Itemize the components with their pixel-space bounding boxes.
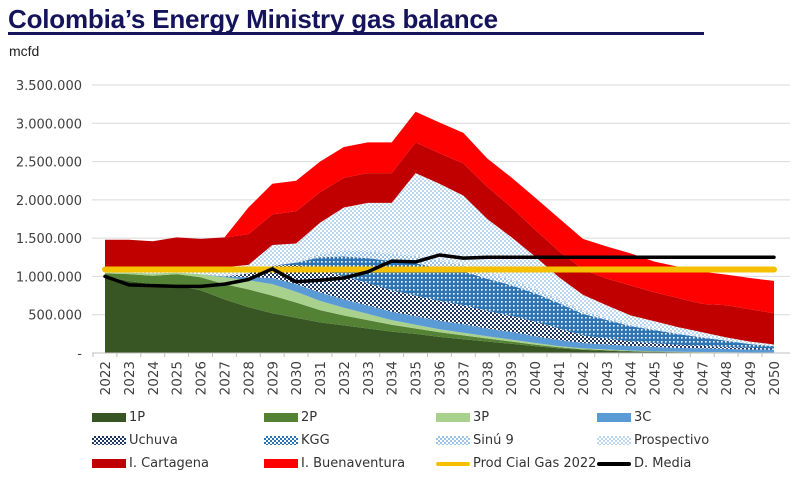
- legend-swatch: [597, 461, 631, 466]
- chart-title: Colombia’s Energy Ministry gas balance: [8, 4, 498, 34]
- area-3p: [105, 272, 774, 353]
- legend-swatch: [597, 413, 631, 422]
- x-tick-label: 2045: [648, 361, 664, 395]
- x-tick-label: 2040: [528, 361, 544, 395]
- x-tick-label: 2038: [480, 361, 496, 395]
- legend-label: I. Buenaventura: [301, 456, 406, 471]
- legend-swatch: [436, 436, 470, 445]
- legend-label: 3P: [473, 410, 490, 425]
- legend-swatch: [92, 436, 126, 445]
- x-tick-label: 2042: [576, 361, 592, 395]
- y-tick-label: 3.500.000: [16, 79, 82, 94]
- legend-item-d-media: D. Media: [597, 456, 691, 471]
- x-tick-label: 2022: [98, 361, 114, 395]
- legend-label: 2P: [301, 410, 318, 425]
- x-tick-label: 2027: [217, 361, 233, 395]
- area-2p: [105, 273, 774, 353]
- x-tick-label: 2036: [433, 361, 449, 395]
- x-tick-label: 2024: [146, 361, 162, 395]
- legend-item-3c: 3C: [597, 410, 651, 425]
- legend-label: KGG: [301, 433, 330, 448]
- area-1p: [105, 276, 774, 353]
- legend-label: 1P: [129, 410, 146, 425]
- x-tick-label: 2043: [600, 361, 616, 395]
- legend-item-i-buenaventura: I. Buenaventura: [264, 456, 405, 471]
- x-tick-label: 2046: [671, 361, 687, 395]
- legend-label: D. Media: [634, 456, 692, 471]
- y-tick-label: 1.000.000: [16, 270, 82, 285]
- legend-item-sin-9: Sinú 9: [436, 433, 514, 448]
- legend-item-prospectivo: Prospectivo: [597, 433, 709, 448]
- x-tick-label: 2023: [122, 361, 138, 395]
- x-tick-label: 2039: [504, 361, 520, 395]
- legend-label: Prospectivo: [634, 433, 710, 448]
- legend-item-prod-cial-gas-2022: Prod Cial Gas 2022: [436, 456, 596, 471]
- area-uchuva: [105, 264, 774, 350]
- x-tick-label: 2025: [170, 361, 186, 395]
- x-tick-label: 2032: [337, 361, 353, 395]
- legend-item-3p: 3P: [436, 410, 489, 425]
- title-underline: [8, 32, 704, 35]
- x-tick-label: 2026: [194, 361, 210, 395]
- x-tick-label: 2031: [313, 361, 329, 395]
- legend-label: Prod Cial Gas 2022: [473, 456, 597, 471]
- y-tick-label: 3.000.000: [16, 117, 82, 132]
- y-tick-label: 2.500.000: [16, 156, 82, 171]
- y-tick-label: 500.000: [28, 309, 82, 324]
- x-tick-label: 2050: [767, 361, 783, 395]
- x-tick-label: 2037: [456, 361, 472, 395]
- area-prospectivo: [105, 173, 774, 346]
- legend-label: Uchuva: [129, 433, 178, 448]
- legend-swatch: [436, 461, 470, 466]
- x-tick-label: 2030: [289, 361, 305, 395]
- chart-plot: - 500.000 1.000.000 1.500.000 2.000.000 2.500…: [16, 79, 790, 395]
- area-i-buenaventura: [105, 111, 774, 314]
- legend-swatch: [597, 436, 631, 445]
- y-tick-label: -: [77, 347, 82, 362]
- x-tick-label: 2044: [624, 361, 640, 395]
- x-tick-label: 2049: [743, 361, 759, 395]
- area-i-cartagena: [105, 142, 774, 345]
- x-tick-label: 2029: [265, 361, 281, 395]
- legend-item-i-cartagena: I. Cartagena: [92, 456, 209, 471]
- legend-swatch: [436, 413, 470, 422]
- x-tick-label: 2041: [552, 361, 568, 395]
- y-axis-unit-label: mcfd: [9, 43, 40, 59]
- y-tick-label: 2.000.000: [16, 194, 82, 209]
- legend-item-2p: 2P: [264, 410, 317, 425]
- x-tick-label: 2048: [719, 361, 735, 395]
- legend-label: 3C: [634, 410, 652, 425]
- legend-item-uchuva: Uchuva: [92, 433, 178, 448]
- x-tick-label: 2028: [241, 361, 257, 395]
- legend-label: I. Cartagena: [129, 456, 210, 471]
- area-kgg: [105, 256, 774, 349]
- x-tick-label: 2047: [695, 361, 711, 395]
- x-tick-label: 2034: [385, 361, 401, 395]
- legend-label: Sinú 9: [473, 433, 514, 448]
- legend-item-kgg: KGG: [264, 433, 330, 448]
- legend-item-1p: 1P: [92, 410, 145, 425]
- x-tick-label: 2033: [361, 361, 377, 395]
- y-tick-label: 1.500.000: [16, 232, 82, 247]
- legend-swatch: [92, 459, 126, 468]
- legend-swatch: [92, 413, 126, 422]
- legend-swatch: [264, 413, 298, 422]
- legend-swatch: [264, 436, 298, 445]
- x-tick-label: 2035: [409, 361, 425, 395]
- line-d-media: [103, 253, 776, 289]
- legend-swatch: [264, 459, 298, 468]
